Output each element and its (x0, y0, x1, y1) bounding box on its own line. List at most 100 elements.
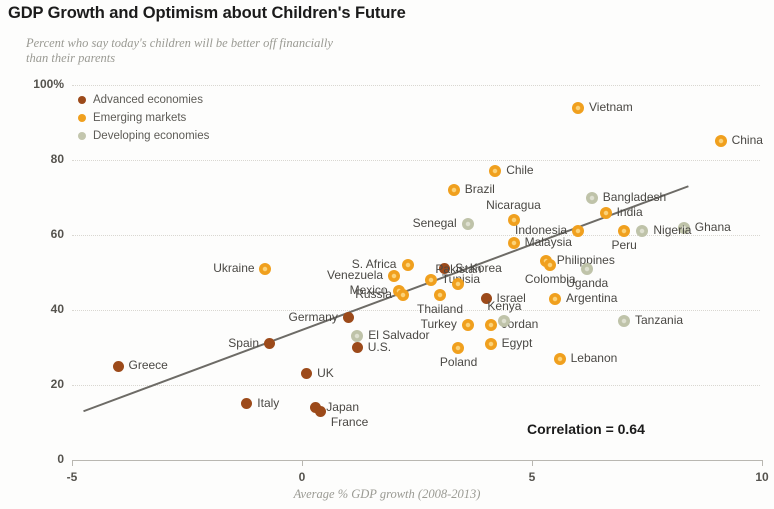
gridline-60 (72, 235, 760, 237)
y-tick-label-20: 20 (50, 377, 64, 391)
data-point-germany[interactable] (342, 312, 354, 323)
point-label-venezuela: Venezuela (327, 268, 384, 283)
x-tick-mark-0 (302, 460, 303, 466)
data-point-el-salvador[interactable] (351, 330, 364, 343)
point-label-poland: Poland (439, 354, 478, 369)
data-point-pakistan[interactable] (452, 277, 465, 290)
data-point-spain[interactable] (264, 338, 276, 350)
data-point-poland[interactable] (452, 341, 465, 354)
point-label-ghana: Ghana (694, 219, 731, 234)
data-point-nigeria[interactable] (636, 225, 649, 238)
legend-label-advanced: Advanced economies (93, 94, 203, 106)
data-point-italy[interactable] (241, 398, 253, 410)
point-label-chile: Chile (506, 163, 534, 178)
x-tick-mark-10 (762, 460, 763, 466)
point-label-china: China (731, 133, 763, 148)
point-label-vietnam: Vietnam (589, 99, 633, 114)
x-tick-label-5: 5 (528, 470, 536, 484)
gridline-80 (72, 160, 760, 162)
data-point-u-s-[interactable] (351, 342, 363, 353)
point-label-japan: Japan (326, 399, 359, 414)
data-point-argentina[interactable] (549, 292, 561, 305)
point-label-jordan: Jordan (501, 317, 539, 331)
data-point-turkey[interactable] (461, 319, 474, 331)
point-label-s-africa: S. Africa (351, 257, 397, 271)
point-label-el-salvador: El Salvador (368, 328, 430, 343)
point-label-turkey: Turkey (420, 317, 457, 331)
x-tick-mark--5 (72, 460, 73, 466)
y-tick-label-80: 80 (50, 152, 64, 166)
data-point-kenya[interactable] (498, 315, 511, 328)
point-label-israel: Israel (496, 290, 526, 305)
y-tick-label-60: 60 (50, 227, 64, 241)
data-point-russia[interactable] (397, 289, 410, 301)
data-point-malaysia[interactable] (507, 236, 520, 249)
data-point-greece[interactable] (112, 360, 124, 372)
point-label-pakistan: Pakistan (435, 261, 482, 276)
point-label-lebanon: Lebanon (570, 350, 618, 365)
point-label-uganda: Uganda (566, 275, 609, 290)
chart-subtitle: Percent who say today's children will be… (26, 36, 333, 65)
data-point-colombia[interactable] (544, 259, 557, 271)
gridline-100 (72, 85, 760, 87)
point-label-peru: Peru (611, 238, 637, 253)
data-point-france[interactable] (314, 405, 326, 417)
point-label-kenya: Kenya (487, 299, 522, 314)
data-point-uganda[interactable] (581, 262, 594, 275)
data-point-s-korea[interactable] (439, 263, 451, 275)
y-tick-label-100: 100% (33, 77, 64, 91)
data-point-senegal[interactable] (461, 217, 474, 230)
point-label-germany: Germany (288, 309, 338, 324)
data-point-indonesia[interactable] (572, 225, 584, 238)
correlation-annotation: Correlation = 0.64 (527, 421, 645, 437)
point-label-argentina: Argentina (566, 290, 618, 305)
point-label-spain: Spain (228, 335, 259, 350)
data-point-tunisia[interactable] (424, 274, 437, 286)
point-label-italy: Italy (257, 395, 280, 410)
data-point-tanzania[interactable] (618, 315, 630, 328)
point-label-russia: Russia (355, 287, 392, 301)
data-point-vietnam[interactable] (572, 101, 584, 114)
data-point-lebanon[interactable] (553, 352, 566, 365)
data-point-s-africa[interactable] (401, 259, 414, 271)
chart-title: GDP Growth and Optimism about Children's… (8, 4, 406, 22)
point-label-thailand: Thailand (417, 302, 464, 316)
legend-item-developing[interactable]: Developing economies (78, 128, 209, 144)
data-point-bangladesh[interactable] (585, 191, 598, 204)
x-tick-label-0: 0 (298, 470, 306, 484)
point-label-nicaragua: Nicaragua (486, 198, 541, 212)
data-point-brazil[interactable] (447, 184, 460, 196)
data-point-chile[interactable] (489, 165, 502, 178)
data-point-ghana[interactable] (677, 221, 690, 234)
data-point-israel[interactable] (480, 293, 492, 305)
gridline-20 (72, 385, 760, 387)
point-label-india: India (616, 204, 643, 219)
data-point-india[interactable] (599, 206, 612, 219)
legend-item-emerging[interactable]: Emerging markets (78, 110, 209, 126)
gridline-40 (72, 310, 760, 312)
point-label-u-s-: U.S. (367, 339, 392, 354)
point-label-egypt: Egypt (501, 335, 533, 350)
data-point-thailand[interactable] (434, 289, 446, 301)
point-label-colombia: Colombia (524, 272, 576, 286)
data-point-nicaragua[interactable] (507, 214, 520, 226)
x-axis-line (72, 460, 762, 461)
data-point-jordan[interactable] (484, 319, 497, 331)
x-tick-mark-5 (532, 460, 533, 466)
point-label-s-korea: S. Korea (455, 260, 502, 275)
point-label-indonesia: Indonesia (515, 223, 568, 238)
data-point-china[interactable] (714, 135, 727, 148)
data-point-venezuela[interactable] (388, 270, 400, 283)
point-label-nigeria: Nigeria (653, 223, 692, 238)
point-label-uk: UK (317, 365, 334, 380)
legend-swatch-developing (78, 132, 86, 140)
point-label-philippines: Philippines (556, 253, 615, 268)
data-point-uk[interactable] (301, 368, 313, 380)
data-point-egypt[interactable] (484, 337, 497, 350)
y-tick-label-40: 40 (50, 302, 64, 316)
data-point-ukraine[interactable] (259, 262, 272, 275)
data-point-peru[interactable] (618, 225, 630, 238)
legend-item-advanced[interactable]: Advanced economies (78, 92, 209, 108)
point-label-france: France (330, 415, 369, 430)
